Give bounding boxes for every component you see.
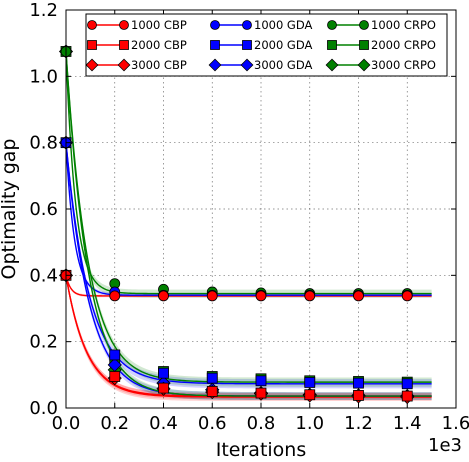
data-point [353, 290, 364, 302]
x-tick-label: 0.0 [52, 413, 81, 434]
data-point [255, 387, 267, 399]
legend-marker [119, 40, 129, 50]
series-lines [65, 51, 432, 398]
y-tick-label: 0.8 [29, 133, 58, 154]
legend-marker [242, 40, 252, 50]
legend-marker [327, 20, 337, 30]
x-axis-label: Iterations [216, 439, 307, 461]
legend-label: 1000 CRPO [371, 18, 436, 32]
legend-marker [85, 58, 99, 72]
legend-marker [208, 58, 222, 72]
y-tick-label: 0.4 [29, 265, 58, 286]
series-line [65, 275, 432, 398]
data-point [206, 290, 218, 302]
legend-marker [87, 20, 97, 30]
data-point [158, 367, 169, 379]
legend-marker [327, 40, 337, 50]
y-tick-label: 0.2 [29, 332, 58, 353]
data-point [304, 377, 316, 388]
series-line [65, 142, 432, 385]
legend-label: 2000 CRPO [371, 38, 436, 52]
legend-label: 1000 CBP [131, 18, 187, 32]
data-point [255, 375, 267, 387]
series-line [65, 51, 432, 383]
legend-marker [242, 20, 252, 30]
legend-marker [210, 20, 220, 30]
legend-marker [240, 58, 254, 72]
data-point [206, 372, 218, 384]
data-point [401, 378, 413, 390]
data-point [304, 290, 316, 302]
x-tick-label: 0.6 [198, 413, 227, 434]
data-point [109, 371, 121, 382]
x-axis-multiplier: 1e3 [428, 435, 462, 456]
legend-marker [357, 58, 371, 72]
legend-label: 2000 GDA [254, 38, 312, 52]
y-tick-label: 1.0 [29, 66, 58, 87]
data-point [255, 290, 267, 302]
data-point [206, 386, 218, 397]
y-tick-label: 1.2 [29, 0, 58, 21]
x-tick-label: 0.8 [247, 413, 276, 434]
legend-label: 2000 CBP [131, 38, 187, 52]
x-tick-label: 1.6 [442, 413, 469, 434]
x-tick-label: 0.2 [100, 413, 129, 434]
y-axis-label: Optimality gap [0, 139, 20, 280]
data-point [401, 390, 413, 402]
x-tick-label: 1.2 [344, 413, 373, 434]
x-tick-label: 1.0 [295, 413, 324, 434]
legend-label: 3000 GDA [254, 58, 312, 72]
x-tick-label: 1.4 [393, 413, 422, 434]
data-point [158, 382, 169, 394]
legend-marker [210, 40, 220, 50]
y-tick-label: 0.0 [29, 398, 58, 419]
legend: 1000 CBP 2000 CBP 3000 CBP 1000 GDA 2000 GDA… [85, 13, 448, 77]
x-tick-label: 0.4 [149, 413, 178, 434]
legend-label: 3000 CBP [131, 58, 187, 72]
data-point [109, 349, 121, 361]
series-line [65, 142, 432, 296]
legend-marker [359, 20, 369, 30]
legend-marker [87, 40, 97, 50]
tick-labels: 0.0 0.2 0.4 0.6 0.8 1.0 1.2 1.4 1.6 0.0 0.2 0.4 0.6 0… [29, 0, 469, 434]
data-point [353, 389, 364, 401]
series-line [65, 51, 432, 397]
data-point [401, 290, 413, 302]
legend-marker [117, 58, 131, 72]
data-point [109, 290, 121, 302]
legend-box [85, 13, 448, 77]
legend-label: 3000 CRPO [371, 58, 436, 72]
y-tick-label: 0.6 [29, 199, 58, 220]
data-point [304, 389, 316, 401]
legend-label: 1000 GDA [254, 18, 312, 32]
legend-marker [325, 58, 339, 72]
legend-marker [359, 40, 369, 50]
legend-marker [119, 20, 129, 30]
data-point [158, 290, 169, 302]
data-point [353, 377, 364, 389]
